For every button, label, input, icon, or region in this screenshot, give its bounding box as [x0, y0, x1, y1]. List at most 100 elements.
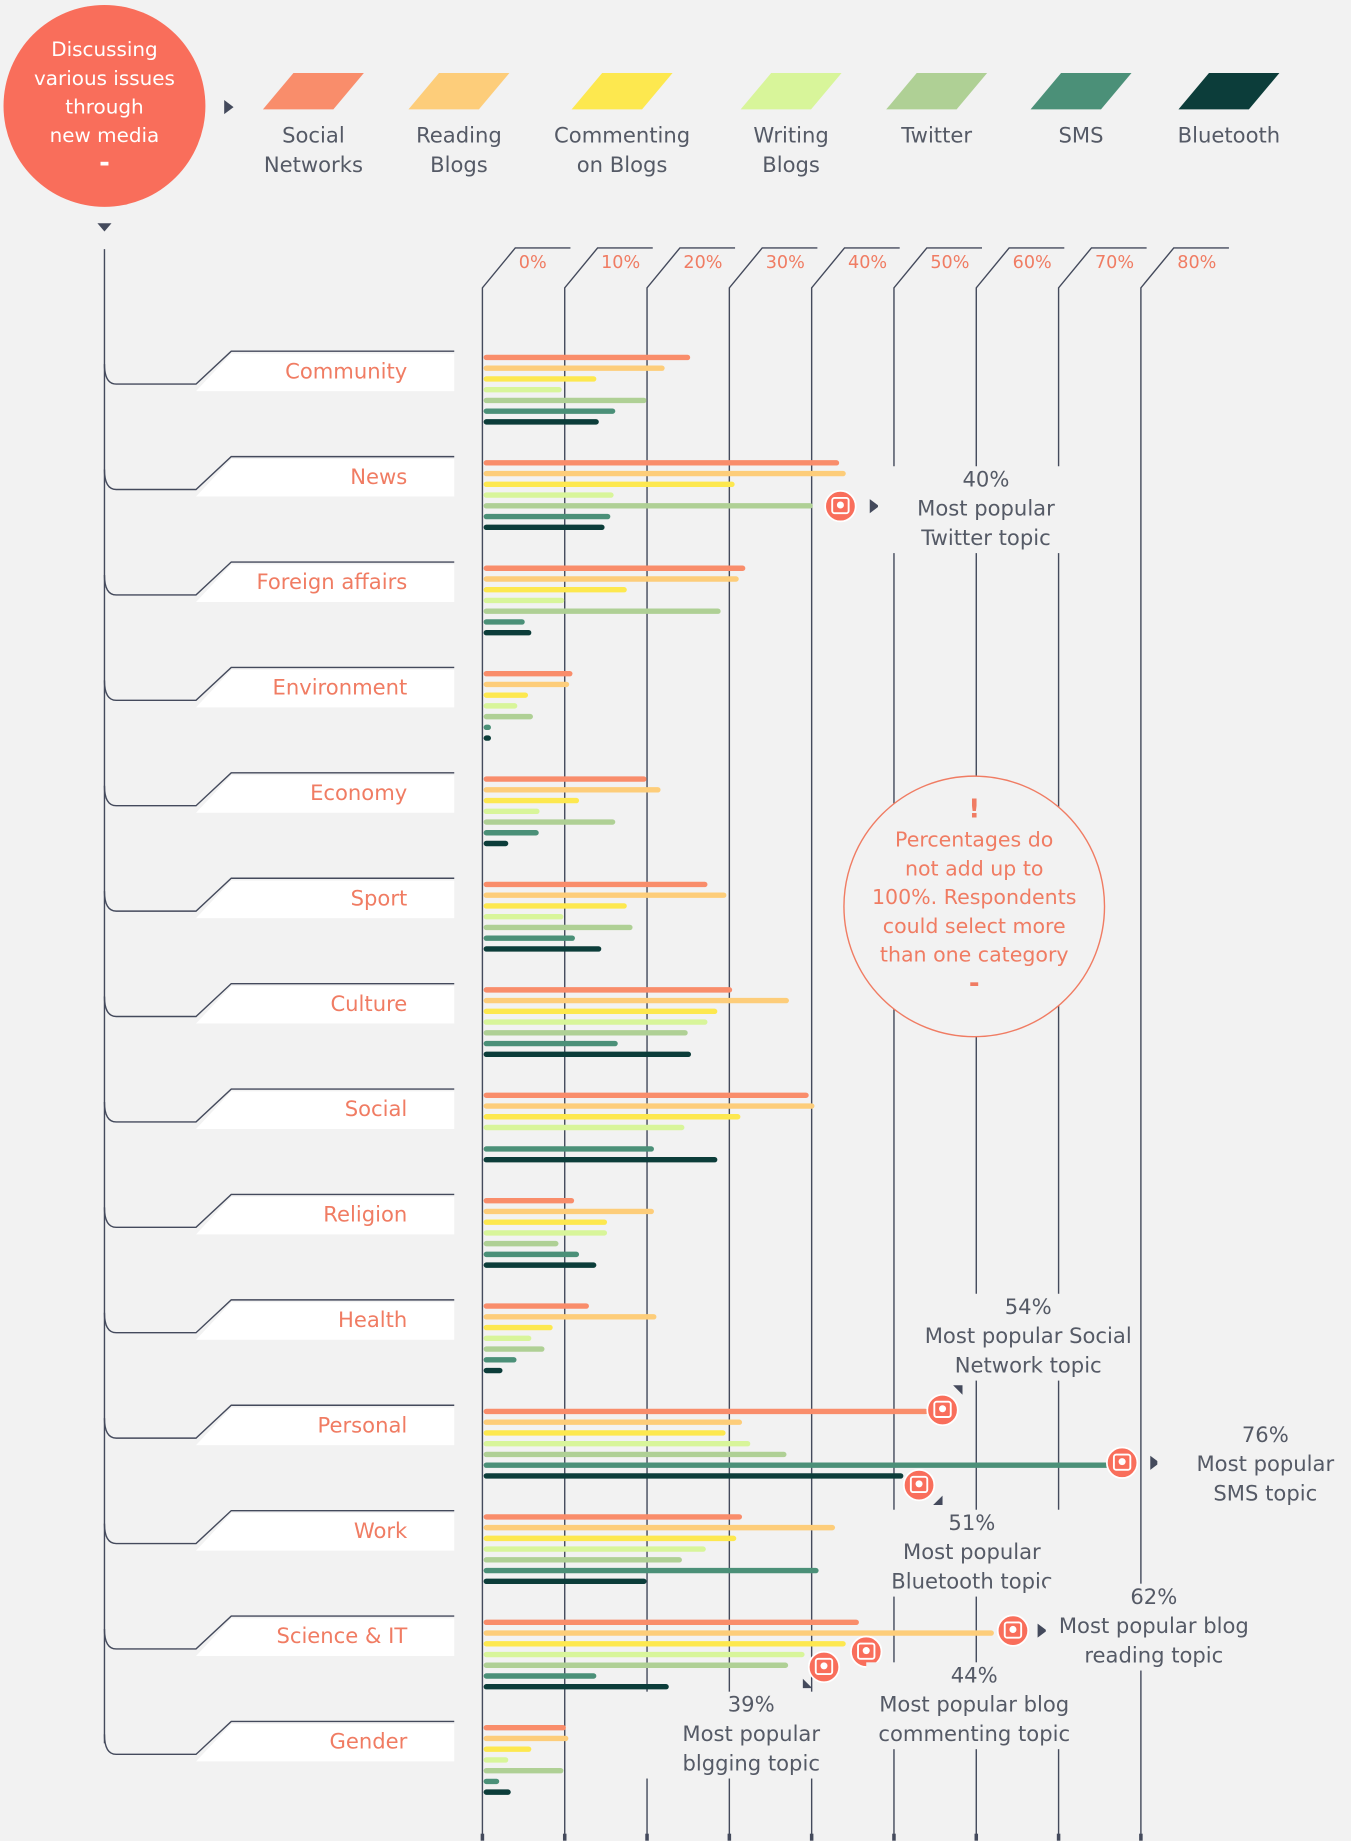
badge-icon	[820, 1662, 828, 1670]
bar	[483, 1008, 718, 1015]
bar	[483, 1473, 904, 1479]
arrow	[1037, 1623, 1047, 1638]
bar	[483, 386, 562, 393]
annotation-bg	[866, 1662, 1083, 1750]
bar	[483, 1684, 669, 1690]
tree-branch	[103, 1193, 455, 1229]
legend-line: Blogs	[762, 152, 820, 177]
bar	[483, 776, 647, 782]
note-line: than one category	[880, 943, 1069, 967]
bar	[483, 935, 575, 941]
bar	[483, 1673, 597, 1679]
category-label: Foreign affairs	[256, 569, 407, 594]
bar	[483, 408, 616, 414]
badge-icon	[857, 1642, 876, 1660]
bar	[483, 713, 533, 720]
bar	[483, 587, 627, 593]
arrow	[97, 223, 112, 232]
tree-branch	[103, 1720, 455, 1756]
legend-label: Writing Blogs	[753, 122, 828, 176]
annotation-bg	[863, 1509, 1080, 1597]
legend-swatch	[1178, 73, 1280, 110]
arrow	[869, 499, 880, 514]
bar	[483, 397, 647, 404]
bar	[483, 1314, 657, 1320]
bar	[483, 924, 633, 931]
arrow	[1150, 1455, 1160, 1470]
bar	[483, 787, 661, 793]
legend-label: Social Networks	[264, 122, 363, 176]
label-box	[196, 775, 455, 813]
annotation-bg	[1045, 1583, 1262, 1671]
legend-swatch	[1030, 73, 1132, 110]
bar	[483, 1746, 532, 1752]
annotation-bg	[643, 1691, 860, 1779]
legend-label: Bluetooth	[1178, 122, 1280, 147]
legend-line: Networks	[264, 152, 363, 177]
title-mark: -	[99, 148, 110, 178]
category-label: Environment	[272, 675, 407, 700]
annotation-text: Most popular blog	[879, 1692, 1069, 1717]
legend-line: on Blogs	[577, 152, 668, 177]
badge-icon	[909, 1475, 929, 1494]
legend-label: SMS	[1059, 122, 1104, 147]
legend-line: Writing	[753, 122, 828, 147]
annotation-bg	[877, 466, 1094, 554]
label-box	[196, 458, 455, 497]
badge-icon	[939, 1405, 947, 1413]
annotation-text: Most popular	[1196, 1451, 1334, 1476]
arrow	[953, 1385, 963, 1395]
tree-branch	[103, 1299, 455, 1334]
bar	[483, 1146, 654, 1152]
legend-line: Twitter	[900, 122, 972, 147]
bar	[483, 1051, 692, 1058]
category-label: Religion	[323, 1202, 407, 1227]
tree-branch	[103, 350, 455, 385]
bar	[483, 1641, 846, 1647]
annotation-text: Network topic	[955, 1353, 1102, 1378]
badge-icon	[915, 1480, 923, 1488]
label-box	[196, 669, 455, 708]
label-box	[196, 1196, 455, 1235]
annotation-text: Twitter topic	[920, 525, 1051, 550]
legend-label: Twitter	[900, 122, 972, 147]
annotation-value: 62%	[1130, 1584, 1177, 1609]
x-tick-label: 40%	[848, 253, 887, 273]
arrow	[933, 1495, 943, 1506]
bar	[483, 840, 509, 847]
tree-branch	[103, 1509, 455, 1545]
bar	[483, 1346, 545, 1352]
tree-branch	[103, 666, 455, 702]
bar	[483, 797, 580, 804]
bar	[483, 481, 735, 488]
legend-swatch	[571, 73, 673, 110]
category-label: Culture	[330, 991, 407, 1016]
bar	[483, 1240, 559, 1247]
bar	[483, 1208, 654, 1215]
annotation-text: Most popular	[682, 1721, 820, 1746]
legend-swatch	[262, 73, 364, 110]
bar	[483, 1230, 608, 1236]
bar	[483, 1030, 688, 1036]
grid-line	[810, 247, 900, 1839]
tree-branch	[103, 877, 455, 912]
badge-icon	[1118, 1458, 1126, 1466]
bar	[483, 724, 491, 731]
label-box	[196, 1302, 455, 1340]
legend-swatch	[886, 73, 988, 110]
legend-line: Social	[282, 122, 345, 147]
annotation-text: Most popular	[917, 496, 1055, 521]
bar	[483, 1419, 743, 1425]
grid-line	[646, 247, 736, 1839]
bar	[483, 808, 540, 814]
bar	[483, 1778, 500, 1785]
legend-line: Commenting	[554, 122, 690, 147]
tree-branch	[103, 1615, 455, 1650]
bar	[483, 1219, 608, 1225]
title-circle	[3, 4, 206, 207]
x-tick-label: 10%	[601, 253, 640, 273]
annotation-value: 39%	[728, 1692, 775, 1717]
arrow	[802, 1678, 813, 1689]
note-line: 100%. Respondents	[872, 885, 1076, 909]
